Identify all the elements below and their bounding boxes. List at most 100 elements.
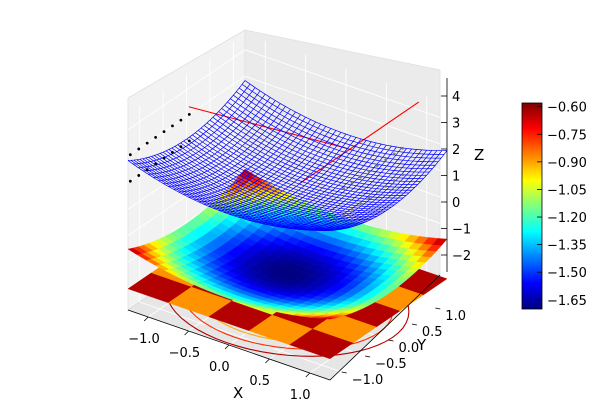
dot-marker [145, 168, 149, 172]
x-tick [265, 358, 270, 364]
dot-marker [128, 179, 132, 183]
wire-line [221, 108, 424, 179]
wire-line [233, 94, 436, 166]
wire-line [189, 136, 392, 208]
dot-marker [359, 202, 362, 205]
dot-marker [392, 179, 396, 182]
dot-marker [367, 196, 371, 200]
x-tick-label: −1.0 [128, 332, 160, 347]
wire-line [329, 150, 448, 231]
wire-line [203, 125, 407, 196]
dot-marker [401, 146, 404, 150]
x-tick-label: 1.0 [290, 388, 311, 403]
wire-line [284, 147, 402, 229]
wire-line [238, 87, 442, 159]
wire-line [264, 143, 382, 225]
dot-marker [171, 124, 174, 128]
y-ticks: −1.0−0.50.00.51.0 [341, 307, 466, 388]
z-axis-label: Z [474, 146, 484, 164]
z-tick-label: −1 [452, 223, 471, 238]
dot-marker [384, 184, 388, 188]
dot-marker [162, 130, 166, 134]
dot-marker [375, 164, 379, 167]
colorbar-tick-label: −1.35 [547, 239, 587, 254]
y-tick-label: −0.5 [375, 357, 407, 372]
dot-marker [350, 207, 354, 211]
dot-marker [171, 151, 174, 154]
wire-line [259, 142, 377, 224]
wire-line [244, 138, 362, 220]
filled-surface [127, 168, 448, 320]
dot-marker [359, 175, 362, 179]
dot-marker [179, 118, 183, 122]
y-tick [411, 323, 417, 326]
z-tick-label: 3 [452, 117, 460, 132]
wire-line [299, 149, 417, 230]
grid-line [127, 49, 448, 131]
dot-marker [375, 190, 379, 194]
wire-line [209, 119, 412, 191]
wire-line [244, 80, 448, 151]
y-tick [435, 307, 441, 310]
y-tick-label: 0.0 [399, 341, 420, 356]
dot-marker [342, 213, 346, 217]
wire-line [230, 98, 433, 170]
dot-marker [154, 136, 158, 139]
dot-marker [367, 169, 371, 173]
wire-line [269, 144, 387, 226]
colorbar [521, 102, 543, 310]
y-tick [365, 355, 371, 358]
dot-marker [392, 152, 396, 156]
colorbar-tick-label: −1.05 [547, 183, 587, 198]
wire-line [212, 117, 415, 188]
wire-line [289, 148, 407, 229]
y-axis-label: Y [416, 336, 427, 354]
dot-marker [145, 141, 149, 145]
wire-line [197, 130, 401, 201]
wire-line [195, 132, 398, 204]
y-tick-label: 1.0 [445, 309, 466, 324]
dot-marker [128, 153, 132, 157]
wire-line [319, 150, 438, 231]
wire-line [241, 84, 445, 155]
dot-marker [384, 158, 388, 162]
y-tick [388, 339, 394, 342]
wireframe-surface [127, 80, 448, 231]
dot-marker [137, 174, 141, 177]
wire-line [274, 145, 392, 227]
colorbar-tick-label: −0.75 [547, 128, 587, 143]
colorbar-tick-label: −1.65 [547, 294, 587, 309]
z-tick-label: 2 [452, 143, 460, 158]
colorbar-tick-label: −1.20 [547, 211, 587, 226]
wire-line [206, 122, 409, 194]
wire-line [224, 104, 427, 176]
z-tick-label: −2 [452, 249, 471, 264]
dot-marker [187, 139, 191, 143]
dot-marker [187, 112, 191, 116]
z-ticks: −2 −1 0 1 2 3 4 [441, 90, 471, 264]
wire-line [309, 150, 428, 231]
y-axis-line [329, 274, 441, 381]
wire-line [294, 148, 412, 230]
x-tick-label: 0.0 [209, 360, 230, 375]
x-axis-label: X [233, 384, 243, 402]
grid-line [127, 75, 448, 157]
z-tick-label: 0 [452, 196, 460, 211]
wire-line [314, 150, 433, 231]
z-tick-label: 4 [452, 90, 460, 105]
wire-line [249, 140, 367, 221]
x-tick [184, 330, 189, 336]
wire-line [239, 137, 357, 218]
dot-markers [128, 112, 404, 217]
colorbar-tick-label: −0.90 [547, 156, 587, 171]
dot-marker [137, 147, 141, 151]
wire-line [186, 138, 389, 210]
wire-line [324, 150, 443, 231]
wire-line [234, 135, 352, 217]
y-tick-label: −1.0 [352, 373, 384, 388]
dot-marker [179, 145, 183, 149]
x-tick-label: 0.5 [249, 374, 270, 389]
x-tick [224, 344, 230, 350]
colorbar-ticks: −1.65 −1.50 −1.35 −1.20 −1.05 −0.90 −0.75 −0.60 [537, 101, 587, 309]
dot-marker [154, 162, 158, 166]
